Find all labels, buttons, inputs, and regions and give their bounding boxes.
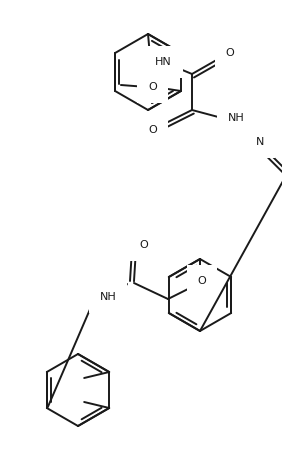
Text: O: O <box>149 82 157 92</box>
Text: O: O <box>149 125 157 135</box>
Text: NH: NH <box>100 292 116 302</box>
Text: O: O <box>226 48 234 58</box>
Text: HN: HN <box>155 57 172 67</box>
Text: NH: NH <box>228 113 244 123</box>
Text: N: N <box>256 137 264 147</box>
Text: O: O <box>198 276 206 286</box>
Text: O: O <box>140 240 148 250</box>
